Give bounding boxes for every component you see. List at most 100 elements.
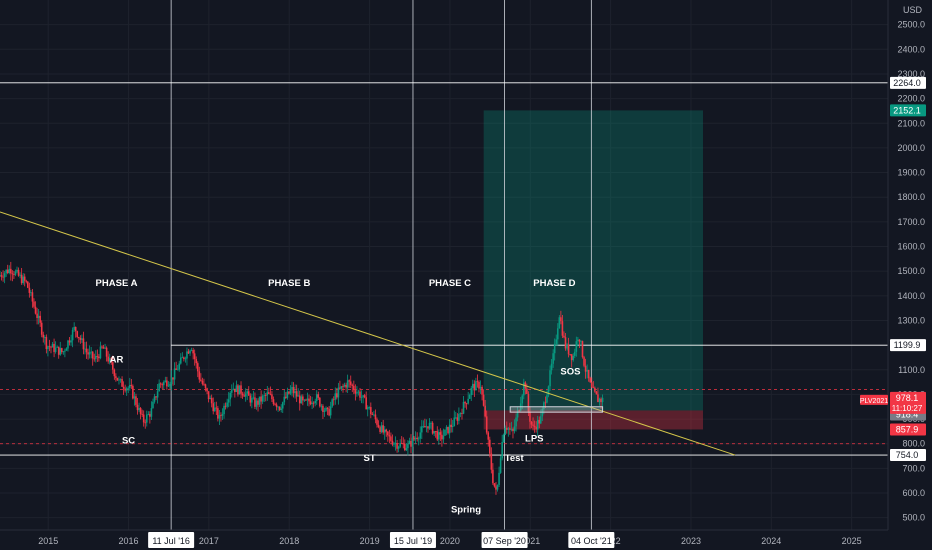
candle-body [274, 403, 276, 405]
candle-body [206, 388, 208, 392]
y-tick-label: 1500.0 [897, 266, 925, 276]
annotation-label: PHASE D [533, 278, 575, 289]
date-marker-label: 04 Oct '21 [571, 536, 612, 546]
candle-body [340, 386, 343, 389]
candle-body [181, 357, 184, 359]
candle-body [213, 407, 216, 412]
date-marker-badge [481, 532, 528, 548]
candle-body [19, 274, 21, 276]
candle-body [159, 383, 162, 385]
candle-body [104, 347, 106, 349]
candle-body [431, 422, 434, 434]
candle-body [379, 427, 381, 432]
candle-body [33, 301, 35, 307]
candle-body [251, 397, 253, 403]
candle-body [210, 397, 213, 404]
annotation-label: Test [505, 453, 525, 464]
candle-body [271, 394, 273, 400]
candle-body [370, 407, 372, 415]
candle-body [118, 379, 120, 381]
candle-body [124, 388, 126, 391]
candle-body [382, 425, 384, 433]
candle-body [135, 396, 137, 405]
consolidation-rectangle[interactable] [509, 406, 604, 413]
candle-body [532, 424, 534, 426]
candle-body [294, 391, 296, 394]
trendline[interactable] [0, 211, 736, 456]
candle-body [332, 399, 335, 401]
candle-body [99, 346, 102, 359]
candle-body [360, 397, 363, 399]
long-position-tool[interactable] [483, 110, 704, 430]
candlestick-series [0, 261, 604, 495]
candle-body [79, 338, 82, 340]
candle-body [356, 392, 358, 394]
candle-body [295, 391, 298, 397]
candle-body [23, 276, 26, 281]
candle-body [141, 414, 143, 415]
candle-body [65, 348, 68, 351]
wyckoff-annotations: PHASE A PHASE B PHASE C PHASE D AR SC ST Spring… [96, 278, 581, 516]
candle-body [91, 351, 94, 359]
consolidation-box[interactable] [509, 406, 604, 413]
candle-body [383, 429, 386, 433]
candle-body [266, 392, 269, 396]
x-tick-label: 2025 [842, 536, 862, 546]
candle-body [247, 391, 250, 396]
candle-body [468, 395, 471, 399]
candle-body [175, 368, 177, 370]
horizontal-levels[interactable] [0, 82, 888, 456]
candle-body [217, 408, 219, 419]
candle-body [278, 406, 281, 410]
candle-body [515, 417, 517, 427]
candle-body [176, 369, 179, 371]
grid-lines [0, 0, 888, 530]
candle-body [127, 387, 130, 389]
candle-body [119, 379, 122, 380]
candle-body [0, 275, 1, 277]
profit-zone[interactable] [483, 110, 704, 411]
candle-body [47, 346, 49, 350]
candle-body [11, 273, 14, 275]
time-axis[interactable]: 2015201620172018201920202021202220232024… [0, 529, 932, 550]
candle-body [73, 326, 75, 330]
candle-body [187, 351, 190, 354]
candle-body [351, 384, 354, 386]
candle-body [319, 397, 321, 407]
descending-trendline[interactable] [0, 211, 736, 456]
candle-body [87, 352, 89, 355]
candle-body [235, 385, 238, 393]
candle-body [391, 440, 394, 445]
candle-body [414, 437, 417, 440]
candle-body [145, 414, 148, 423]
candle-body [499, 458, 502, 473]
candle-body [601, 397, 604, 403]
candle-body [312, 402, 315, 404]
stop-zone[interactable] [483, 410, 704, 430]
y-tick-label: 2100.0 [897, 118, 925, 128]
candle-body [311, 402, 313, 405]
candle-body [51, 343, 54, 348]
candle-body [504, 427, 507, 435]
candle-body [473, 383, 476, 391]
candle-body [453, 417, 456, 426]
candle-body [459, 413, 462, 415]
price-tag [890, 423, 926, 436]
candle-body [44, 337, 46, 338]
candle-body [552, 353, 554, 364]
candle-body [380, 425, 383, 432]
vertical-crosshair-lines [170, 0, 592, 530]
candle-body [529, 411, 531, 422]
candle-body [207, 391, 210, 400]
candle-body [410, 440, 412, 447]
candle-body [430, 422, 432, 424]
candle-body [8, 268, 11, 274]
candle-body [419, 432, 422, 439]
candle-body [130, 384, 133, 386]
candle-body [336, 393, 338, 398]
candle-body [471, 383, 474, 388]
y-tick-label: 1700.0 [897, 217, 925, 227]
y-tick-label: 700.0 [902, 463, 925, 473]
date-marker-label: 07 Sep '20 [483, 536, 526, 546]
